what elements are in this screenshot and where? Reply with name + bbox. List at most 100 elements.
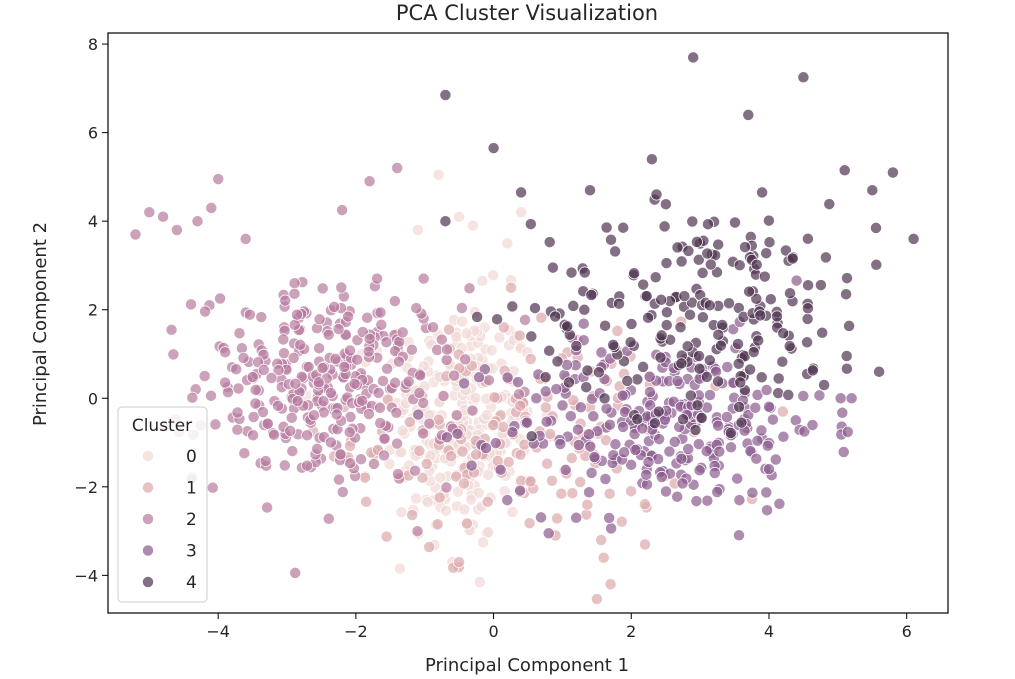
chart-title: PCA Cluster Visualization (396, 1, 658, 25)
point-cluster-4 (645, 153, 658, 166)
point-cluster-3 (845, 392, 858, 405)
point-cluster-4 (525, 330, 538, 343)
point-cluster-1 (565, 452, 578, 465)
point-cluster-3 (676, 477, 689, 490)
point-cluster-4 (660, 257, 673, 270)
point-cluster-2 (335, 281, 348, 294)
point-cluster-4 (886, 166, 899, 179)
point-cluster-2 (362, 408, 375, 420)
point-cluster-3 (749, 401, 762, 414)
point-cluster-2 (261, 417, 274, 430)
point-cluster-2 (272, 399, 284, 412)
point-cluster-4 (744, 363, 757, 376)
point-cluster-2 (288, 287, 301, 300)
point-cluster-2 (205, 389, 217, 402)
point-cluster-4 (754, 309, 767, 322)
point-cluster-2 (519, 313, 531, 326)
point-cluster-1 (539, 401, 552, 414)
point-cluster-4 (733, 400, 746, 413)
point-cluster-0 (411, 224, 424, 236)
point-cluster-2 (237, 351, 250, 364)
point-cluster-4 (764, 293, 777, 306)
point-cluster-2 (301, 459, 314, 472)
point-cluster-4 (690, 235, 703, 248)
point-cluster-1 (567, 394, 580, 407)
point-cluster-4 (866, 184, 879, 197)
point-cluster-3 (574, 401, 587, 414)
y-tick-label: 4 (88, 212, 98, 231)
point-cluster-2 (255, 311, 268, 324)
point-cluster-3 (535, 511, 547, 524)
y-tick-label: 0 (88, 389, 98, 408)
point-cluster-1 (604, 578, 617, 591)
point-cluster-4 (840, 288, 853, 301)
point-cluster-4 (570, 340, 583, 352)
point-cluster-1 (590, 593, 603, 606)
point-cluster-3 (766, 413, 779, 426)
point-cluster-4 (687, 51, 700, 64)
point-cluster-4 (742, 108, 755, 121)
point-cluster-2 (338, 360, 351, 373)
point-cluster-4 (625, 318, 638, 330)
point-cluster-1 (458, 477, 470, 490)
point-cluster-4 (801, 336, 814, 349)
point-cluster-4 (648, 417, 661, 430)
point-cluster-3 (837, 446, 850, 458)
point-cluster-1 (403, 416, 416, 429)
point-cluster-4 (658, 220, 671, 233)
point-cluster-4 (529, 302, 541, 315)
point-cluster-3 (671, 490, 684, 503)
point-cluster-3 (813, 389, 826, 402)
point-cluster-3 (733, 494, 746, 507)
point-cluster-3 (713, 445, 726, 458)
point-cluster-2 (363, 175, 376, 188)
point-cluster-2 (261, 501, 274, 514)
point-cluster-4 (439, 89, 452, 101)
point-cluster-4 (675, 357, 688, 370)
point-cluster-0 (476, 274, 489, 287)
point-cluster-1 (524, 353, 537, 365)
point-cluster-4 (549, 310, 562, 323)
point-cluster-4 (758, 270, 771, 283)
point-cluster-4 (762, 214, 775, 227)
point-cluster-4 (524, 218, 537, 231)
point-cluster-3 (761, 504, 774, 517)
point-cluster-4 (655, 293, 668, 306)
point-cluster-3 (625, 458, 638, 471)
y-axis-ticks: −4 −2 0 2 4 6 8 (74, 35, 108, 585)
point-cluster-3 (512, 376, 524, 389)
x-tick-label: −2 (344, 622, 368, 641)
point-cluster-3 (653, 433, 666, 446)
point-cluster-3 (763, 400, 775, 413)
point-cluster-2 (165, 323, 178, 336)
point-cluster-1 (580, 508, 593, 521)
point-cluster-4 (750, 258, 763, 271)
point-cluster-1 (615, 515, 628, 528)
point-cluster-2 (413, 386, 426, 399)
point-cluster-4 (712, 328, 725, 341)
point-cluster-1 (625, 485, 638, 498)
point-cluster-2 (427, 321, 439, 334)
point-cluster-3 (539, 385, 552, 398)
point-cluster-4 (650, 188, 663, 201)
point-cluster-2 (388, 295, 401, 308)
point-cluster-1 (461, 517, 473, 530)
point-cluster-4 (543, 236, 556, 249)
point-cluster-3 (629, 443, 642, 456)
point-cluster-4 (621, 374, 634, 387)
point-cluster-4 (783, 340, 796, 353)
legend-marker-3 (142, 544, 154, 557)
point-cluster-3 (554, 438, 567, 450)
point-cluster-2 (186, 391, 199, 404)
point-cluster-1 (456, 445, 469, 458)
point-cluster-4 (711, 266, 723, 279)
point-cluster-2 (392, 468, 404, 481)
point-cluster-4 (631, 373, 644, 386)
point-cluster-4 (674, 321, 687, 334)
point-cluster-2 (466, 404, 479, 417)
point-cluster-1 (603, 487, 616, 500)
point-cluster-3 (572, 439, 585, 451)
point-cluster-1 (514, 399, 527, 412)
point-cluster-3 (506, 426, 519, 439)
